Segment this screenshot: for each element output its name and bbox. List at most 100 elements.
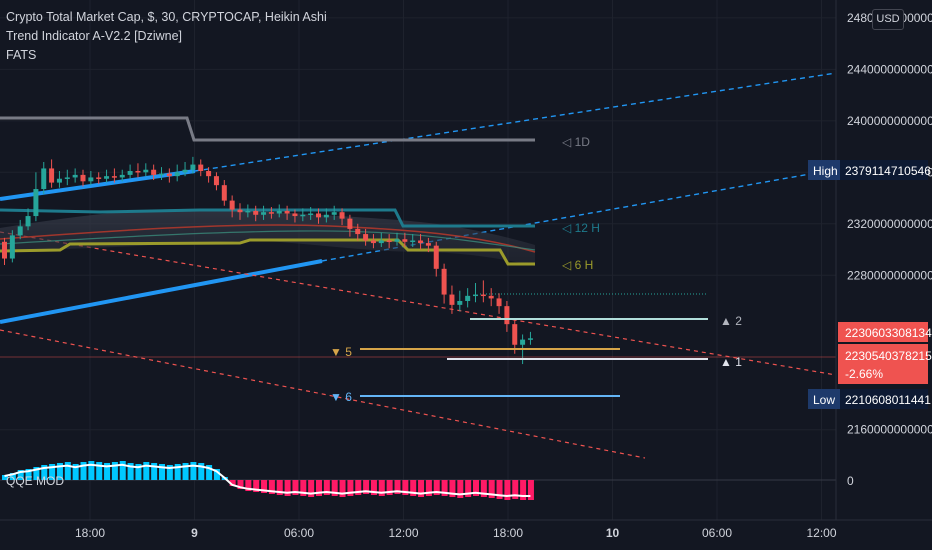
candle-body — [410, 240, 416, 243]
time-tick-label: 18:00 — [493, 526, 523, 540]
candle-body — [221, 185, 227, 201]
candle-body — [363, 234, 369, 241]
oscillator-bar — [386, 480, 393, 495]
oscillator-bar — [49, 464, 56, 480]
timeframe-1d-label: ◁ 1D — [561, 135, 590, 149]
candle-body — [465, 295, 471, 301]
chart-legend: Crypto Total Market Cap, $, 30, CRYPTOCA… — [6, 8, 327, 65]
svg-text:2379114710546: 2379114710546 — [845, 164, 931, 178]
svg-text:Low: Low — [813, 393, 835, 407]
candle-body — [88, 177, 94, 182]
channel-upper-projection — [194, 72, 837, 172]
candle-body — [425, 243, 431, 246]
time-tick-label: 12:00 — [806, 526, 836, 540]
candle-body — [261, 212, 267, 215]
oscillator-bar — [331, 480, 338, 496]
oscillator-bar — [253, 480, 260, 492]
study-title[interactable]: FATS — [6, 48, 37, 62]
oscillator-bar — [143, 462, 150, 480]
oscillator-bar — [347, 480, 354, 496]
candle-body — [292, 213, 298, 217]
oscillator-bar — [229, 480, 236, 486]
oscillator-bar — [174, 464, 181, 480]
candle-body — [253, 210, 259, 215]
oscillator-bar — [488, 480, 495, 498]
level-1-label: ▲ 1 — [720, 355, 742, 369]
oscillator-bar — [80, 462, 87, 480]
candle-body — [418, 240, 424, 244]
candle-body — [449, 294, 455, 305]
candle-body — [143, 169, 149, 173]
candle-body — [2, 241, 7, 259]
oscillator-bar — [300, 480, 307, 496]
indicator-title[interactable]: Trend Indicator A-V2.2 [Dziwne] — [6, 29, 183, 43]
oscillator-bar — [473, 480, 479, 496]
candle-body — [520, 339, 526, 345]
candle-body — [512, 324, 518, 345]
oscillator-bar — [182, 463, 189, 480]
candle-body — [347, 218, 353, 229]
candle-body — [473, 294, 478, 297]
oscillator-bar — [370, 480, 377, 495]
svg-text:2210608011441: 2210608011441 — [845, 393, 931, 407]
candle-body — [41, 168, 47, 190]
oscillator-bar — [284, 480, 291, 496]
oscillator-bar — [504, 480, 511, 500]
oscillator-bar — [151, 463, 158, 480]
oscillator-bar — [166, 465, 173, 480]
candle-body — [527, 338, 533, 340]
oscillator-bar — [394, 480, 401, 494]
candle-body — [72, 174, 78, 178]
candle-body — [339, 212, 345, 219]
candle-body — [206, 171, 212, 177]
oscillator-bar — [9, 473, 16, 480]
oscillator-bar — [268, 480, 275, 494]
time-axis[interactable]: 18:00 9 06:00 12:00 18:00 10 06:00 12:00 — [75, 526, 837, 540]
time-tick-label: 06:00 — [702, 526, 732, 540]
candle-body — [504, 306, 510, 325]
symbol-title[interactable]: Crypto Total Market Cap, $, 30, CRYPTOCA… — [6, 10, 327, 24]
candle-body — [402, 239, 408, 242]
oscillator-bar — [41, 465, 48, 480]
timeframe-12h-label: ◁ 12 H — [561, 221, 600, 235]
candle-body — [323, 214, 329, 218]
candle-body — [276, 210, 282, 214]
candle-body — [182, 169, 188, 173]
oscillator-bar — [72, 464, 79, 480]
time-tick-label: 06:00 — [284, 526, 314, 540]
candle-body — [104, 176, 110, 179]
price-tick-label: 2400000000000 — [847, 114, 932, 128]
oscillator-bar — [17, 470, 24, 480]
high-price-tag: High 2379114710546 — [808, 160, 931, 180]
currency-button[interactable]: USD — [872, 9, 904, 30]
oscillator-bar — [457, 480, 464, 498]
candle-body — [386, 240, 392, 243]
oscillator-bar — [33, 467, 40, 480]
oscillator-bar — [261, 480, 268, 493]
candle-body — [496, 298, 502, 307]
oscillator-bar — [213, 469, 220, 480]
oscillator-bar — [512, 480, 519, 499]
price-tick-label: 2160000000000 — [847, 423, 932, 437]
level-6-label: ▼ 6 — [330, 390, 352, 404]
candle-body — [480, 294, 486, 297]
ma-red-line — [0, 224, 536, 253]
candle-body — [174, 172, 180, 177]
candle-body — [488, 295, 494, 299]
oscillator-bar — [206, 465, 213, 480]
candle-body — [80, 174, 86, 182]
time-tick-label: 12:00 — [388, 526, 418, 540]
oscillator-bar — [433, 480, 440, 495]
candle-body — [119, 174, 125, 178]
candle-body — [433, 245, 439, 269]
candle-body — [25, 216, 31, 227]
candle-body — [213, 176, 219, 186]
price-tick-label: 2440000000000 — [847, 62, 932, 76]
oscillator-bar — [135, 464, 142, 480]
oscillator-bar — [449, 480, 456, 497]
grid-lines — [0, 0, 836, 520]
oscillator-bar — [308, 480, 315, 497]
time-tick-label: 10 — [606, 526, 620, 540]
svg-text:High: High — [813, 164, 838, 178]
